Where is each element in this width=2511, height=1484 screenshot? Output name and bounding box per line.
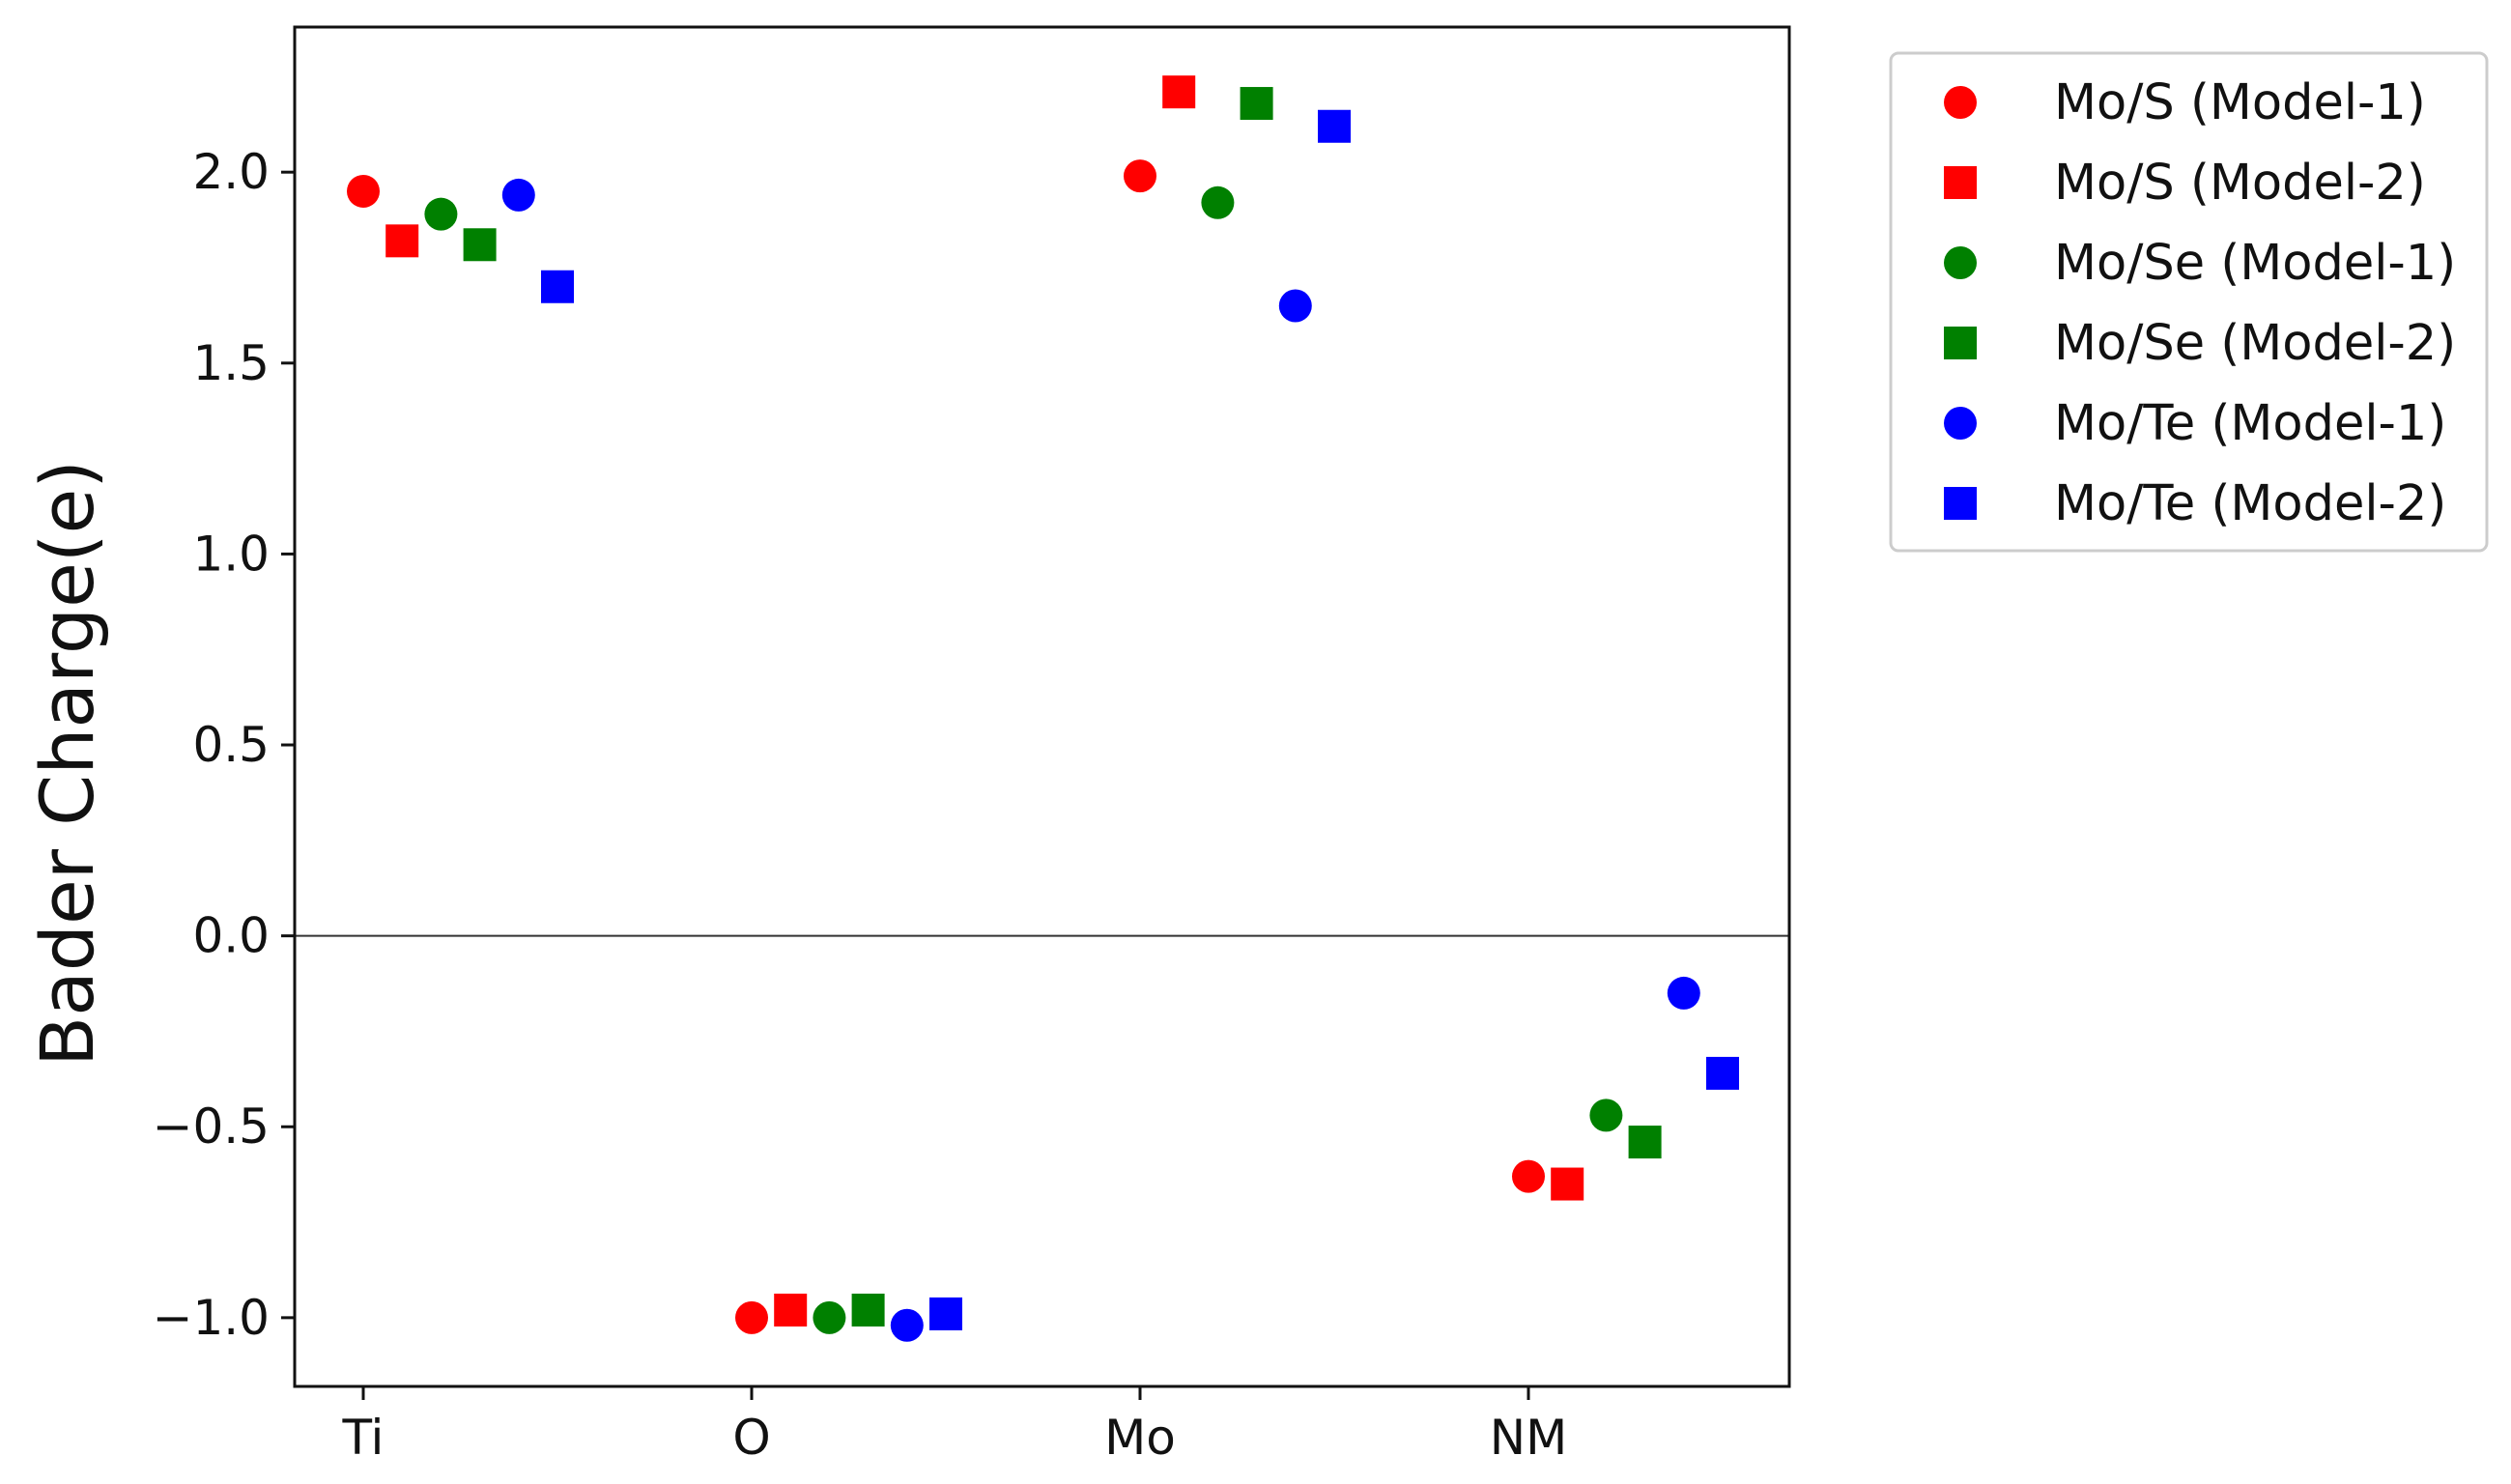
data-point-square xyxy=(1162,75,1196,109)
data-point-square xyxy=(774,1293,808,1327)
legend-marker-circle xyxy=(1944,86,1977,119)
y-axis-title: Bader Charge(e) xyxy=(24,460,110,1067)
y-tick-label: −0.5 xyxy=(153,1099,270,1155)
legend-entry-label: Mo/S (Model-2) xyxy=(2054,155,2426,212)
legend-marker-circle xyxy=(1944,246,1977,279)
data-point-square xyxy=(541,270,574,303)
legend-marker-circle xyxy=(1944,407,1977,440)
data-point-circle xyxy=(501,178,535,212)
y-tick-label: 0.5 xyxy=(192,717,270,773)
data-point-circle xyxy=(424,197,458,231)
data-point-circle xyxy=(813,1300,846,1334)
data-point-circle xyxy=(1512,1159,1545,1193)
data-point-square xyxy=(929,1297,962,1330)
data-point-square xyxy=(1318,109,1351,143)
legend-entry-label: Mo/Se (Model-1) xyxy=(2054,235,2456,292)
data-point-square xyxy=(1706,1056,1739,1090)
x-tick-label: NM xyxy=(1490,1410,1568,1466)
data-point-circle xyxy=(735,1300,768,1334)
legend-entry-label: Mo/Te (Model-2) xyxy=(2054,475,2446,532)
legend-entry-label: Mo/S (Model-1) xyxy=(2054,74,2426,131)
data-point-circle xyxy=(1667,976,1700,1010)
y-tick-label: 1.0 xyxy=(192,526,270,582)
y-tick-label: −1.0 xyxy=(153,1290,270,1346)
y-tick-label: 2.0 xyxy=(192,144,270,200)
data-point-square xyxy=(1628,1126,1662,1159)
data-point-circle xyxy=(1124,159,1156,193)
data-point-circle xyxy=(347,174,380,208)
data-point-circle xyxy=(1589,1099,1623,1132)
y-tick-label: 0.0 xyxy=(192,908,270,964)
legend-entry-label: Mo/Se (Model-2) xyxy=(2054,315,2456,372)
x-tick-label: Mo xyxy=(1104,1410,1176,1466)
data-point-square xyxy=(463,228,497,262)
legend-marker-square xyxy=(1944,166,1977,199)
plot-area-frame xyxy=(293,25,1791,1388)
data-point-square xyxy=(1551,1167,1584,1201)
legend-entry-label: Mo/Te (Model-1) xyxy=(2054,395,2446,452)
data-point-square xyxy=(1240,87,1273,121)
data-point-square xyxy=(851,1293,885,1327)
x-tick-label: Ti xyxy=(342,1410,385,1466)
data-point-circle xyxy=(1278,289,1312,323)
x-tick-label: O xyxy=(732,1410,770,1466)
data-point-square xyxy=(385,224,419,258)
data-point-circle xyxy=(890,1308,924,1342)
legend-marker-square xyxy=(1944,327,1977,359)
y-tick-label: 1.5 xyxy=(192,335,270,391)
legend-marker-square xyxy=(1944,487,1977,520)
data-point-circle xyxy=(1201,186,1235,219)
legend-box xyxy=(1889,51,2489,553)
